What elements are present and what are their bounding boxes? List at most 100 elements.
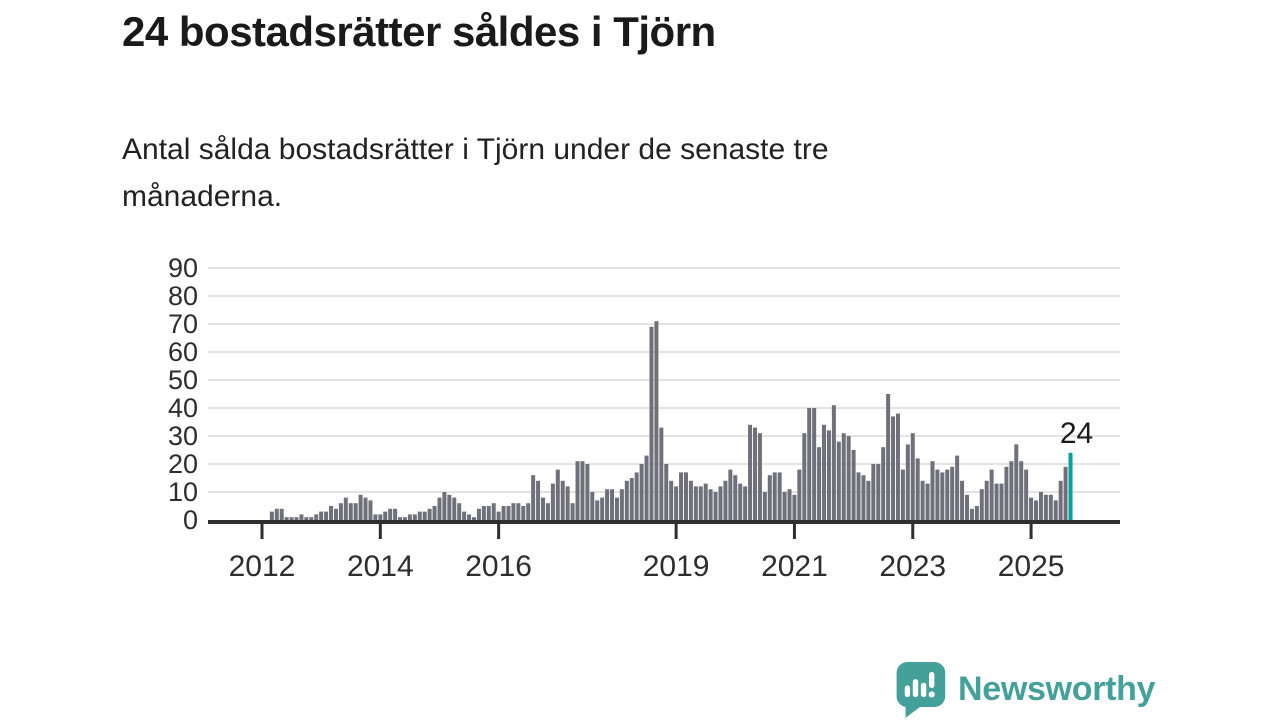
bar <box>521 506 526 520</box>
bar <box>964 494 969 520</box>
bar <box>595 500 600 520</box>
y-tick-label: 0 <box>183 505 198 535</box>
logo-bar-medium <box>920 682 927 698</box>
bar <box>545 503 550 520</box>
bar <box>960 480 965 520</box>
bar <box>664 464 669 520</box>
y-tick-label: 60 <box>168 337 198 367</box>
bar <box>787 489 792 520</box>
bar <box>1024 469 1029 520</box>
newsworthy-bubble-icon <box>896 662 946 718</box>
bar <box>462 511 467 520</box>
bar <box>851 450 856 520</box>
bar <box>471 517 476 520</box>
chart-subtitle: Antal sålda bostadsrätter i Tjörn under … <box>122 133 829 214</box>
bar <box>895 413 900 520</box>
y-tick-label: 50 <box>168 365 198 395</box>
bar <box>274 508 279 520</box>
bar <box>358 494 363 520</box>
bar <box>1053 500 1058 520</box>
bar <box>600 497 605 520</box>
bar <box>866 480 871 520</box>
bar <box>329 506 334 520</box>
x-tick-mark <box>497 524 501 539</box>
bar <box>757 433 762 520</box>
bar <box>900 469 905 520</box>
bar <box>876 464 881 520</box>
x-axis-line <box>208 520 1120 524</box>
x-tick-mark <box>674 524 678 539</box>
speech-bubble-shape <box>896 662 946 718</box>
bar <box>728 469 733 520</box>
bar <box>649 326 654 520</box>
x-tick-mark <box>911 524 915 539</box>
bar <box>945 469 950 520</box>
bar <box>881 447 886 520</box>
bar <box>407 514 412 520</box>
y-tick-label: 70 <box>168 309 198 339</box>
bar <box>861 475 866 520</box>
bar <box>979 489 984 520</box>
bar <box>555 469 560 520</box>
bar <box>915 458 920 520</box>
bar <box>501 506 506 520</box>
x-tick-label: 2023 <box>879 550 946 583</box>
bar <box>496 511 501 520</box>
bar <box>432 506 437 520</box>
bar <box>974 506 979 520</box>
bar <box>812 408 817 520</box>
bar <box>412 514 417 520</box>
bar <box>319 511 324 520</box>
bar <box>629 478 634 520</box>
value-annotation: 24 <box>1060 417 1093 450</box>
bar <box>683 472 688 520</box>
bar <box>314 514 319 520</box>
bar <box>491 503 496 520</box>
bar <box>634 472 639 520</box>
bar <box>486 506 491 520</box>
bar <box>580 461 585 520</box>
bar <box>476 508 481 520</box>
x-tick-label: 2012 <box>229 550 296 583</box>
bar <box>910 433 915 520</box>
bar <box>871 464 876 520</box>
bar <box>743 486 748 520</box>
bar <box>802 433 807 520</box>
x-tick-mark <box>260 524 264 539</box>
bar <box>279 508 284 520</box>
bar <box>541 497 546 520</box>
bar <box>930 461 935 520</box>
bar <box>294 517 299 520</box>
gridlines <box>208 267 1120 493</box>
bar <box>447 494 452 520</box>
bar <box>738 483 743 520</box>
bar <box>605 489 610 520</box>
bar <box>1063 466 1068 520</box>
y-tick-label: 10 <box>168 477 198 507</box>
bar <box>950 466 955 520</box>
bar <box>822 424 827 520</box>
bar <box>427 508 432 520</box>
bar <box>688 480 693 520</box>
bar <box>753 427 757 520</box>
bar <box>363 497 368 520</box>
x-tick-label: 2025 <box>998 550 1065 583</box>
bar <box>1004 466 1009 520</box>
bar <box>383 511 388 520</box>
bar <box>378 514 383 520</box>
bars-group <box>269 321 1073 520</box>
bar <box>506 506 511 520</box>
bar <box>713 492 718 520</box>
bar <box>481 506 486 520</box>
bar <box>693 486 698 520</box>
bar <box>777 472 782 520</box>
bar <box>841 433 846 520</box>
y-tick-label: 30 <box>168 421 198 451</box>
bar <box>826 430 831 520</box>
bar <box>269 511 274 520</box>
x-tick-mark <box>1029 524 1033 539</box>
highlight-bar <box>1068 452 1073 520</box>
bar <box>575 461 580 520</box>
bar <box>1043 494 1048 520</box>
